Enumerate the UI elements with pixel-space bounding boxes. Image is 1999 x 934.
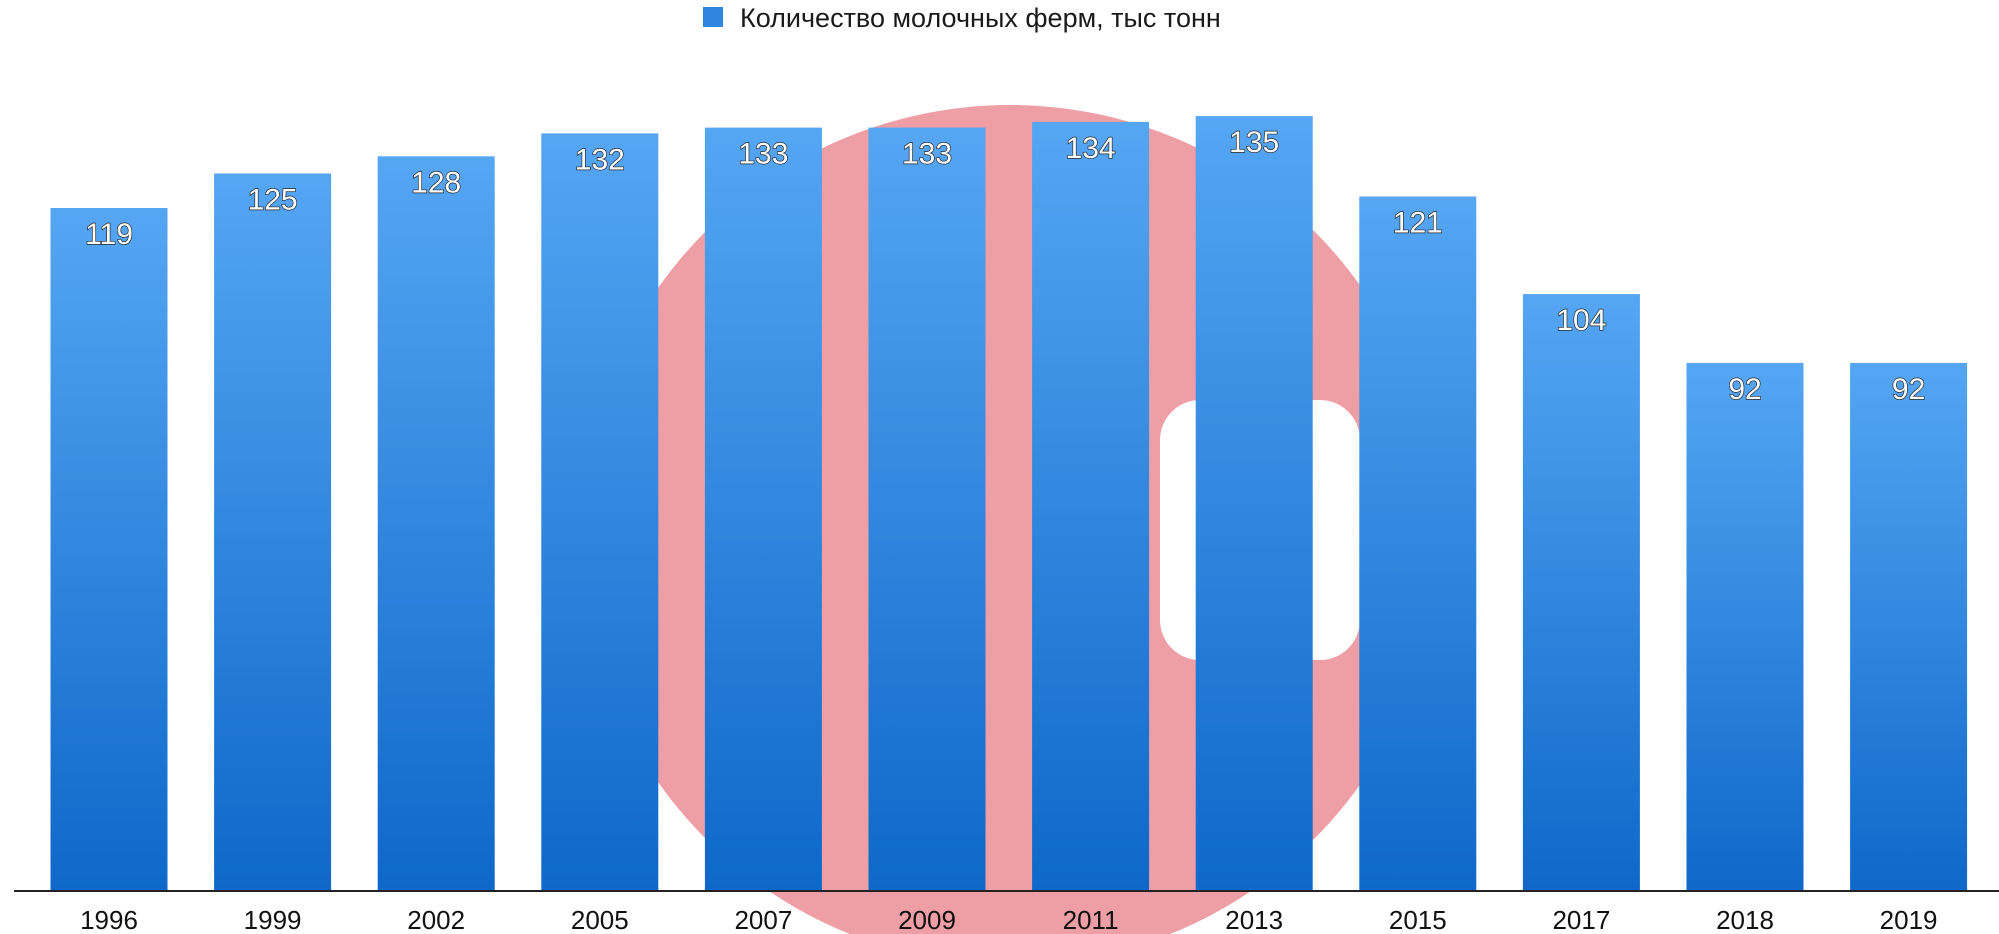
data-label-2018: 92 xyxy=(1728,373,1761,406)
x-tick-label-1996: 1996 xyxy=(80,905,138,934)
bar-2005 xyxy=(541,133,659,891)
x-tick-label-2017: 2017 xyxy=(1552,905,1610,934)
legend: Количество молочных ферм, тыс тонн xyxy=(703,3,1221,33)
bars-layer xyxy=(50,116,1968,892)
data-label-2007: 133 xyxy=(738,138,788,171)
bar-1996 xyxy=(50,208,168,891)
bar-2015 xyxy=(1359,196,1477,891)
bar-2002 xyxy=(377,156,495,892)
bar-2017 xyxy=(1522,294,1640,892)
x-tick-label-1999: 1999 xyxy=(244,905,302,934)
data-label-2002: 128 xyxy=(411,166,461,199)
data-label-2015: 121 xyxy=(1393,207,1443,240)
bar-2019 xyxy=(1850,362,1968,891)
bar-2013 xyxy=(1195,116,1313,892)
x-tick-labels-layer: 1996 1999 2002 2005 2007 2009 2011 2013 2015 2017… xyxy=(80,905,1937,934)
x-tick-label-2019: 2019 xyxy=(1880,905,1938,934)
bar-2011 xyxy=(1032,121,1150,891)
data-labels-layer: 119 125 128 132 133 133 134 135 121 104 92 92 xyxy=(84,125,1926,406)
legend-swatch xyxy=(703,7,723,27)
legend-label: Количество молочных ферм, тыс тонн xyxy=(740,3,1221,33)
x-tick-label-2015: 2015 xyxy=(1389,905,1447,934)
data-label-1996: 119 xyxy=(85,218,133,251)
x-tick-label-2013: 2013 xyxy=(1225,905,1283,934)
data-label-2011: 134 xyxy=(1066,132,1116,165)
data-label-2019: 92 xyxy=(1892,373,1925,406)
bar-2007 xyxy=(704,127,822,892)
x-tick-label-2005: 2005 xyxy=(571,905,629,934)
x-tick-label-2009: 2009 xyxy=(898,905,956,934)
x-tick-label-2011: 2011 xyxy=(1063,905,1119,934)
x-tick-label-2007: 2007 xyxy=(734,905,792,934)
data-label-1999: 125 xyxy=(248,184,298,217)
x-tick-label-2002: 2002 xyxy=(407,905,465,934)
data-label-2005: 132 xyxy=(575,143,625,176)
data-label-2013: 135 xyxy=(1229,126,1279,159)
bar-2009 xyxy=(868,127,986,892)
data-label-2017: 104 xyxy=(1556,304,1606,337)
bar-1999 xyxy=(214,173,332,891)
x-tick-label-2018: 2018 xyxy=(1716,905,1774,934)
data-label-2009: 133 xyxy=(902,138,952,171)
bar-2018 xyxy=(1686,362,1804,891)
